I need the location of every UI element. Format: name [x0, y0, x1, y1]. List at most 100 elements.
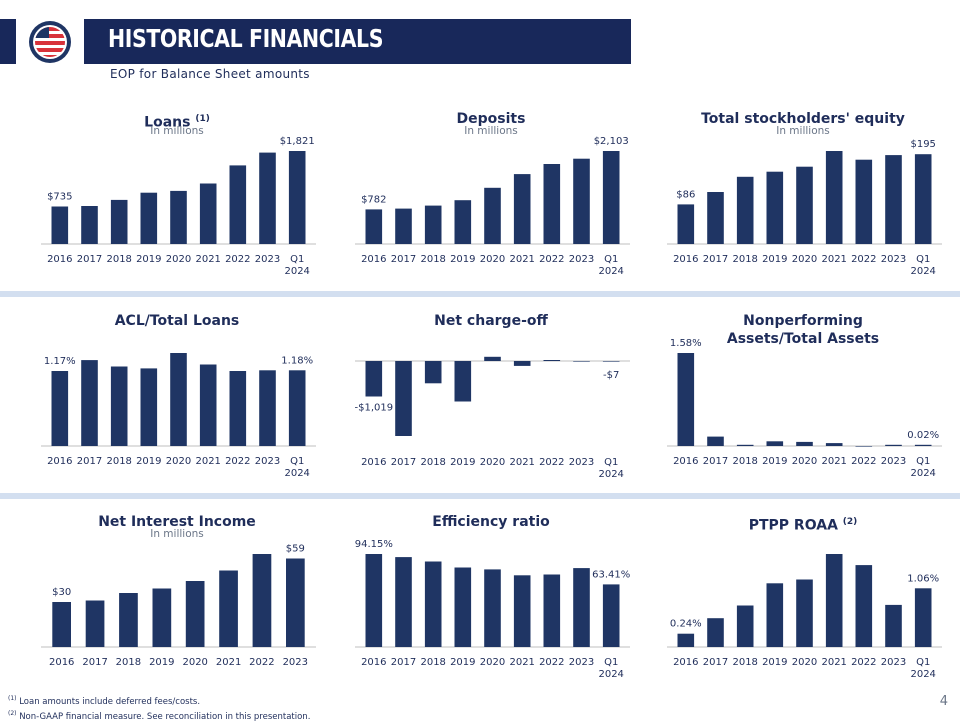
bar-2018 [736, 176, 754, 244]
data-label: -$1,019 [354, 403, 393, 414]
bar-2021 [219, 570, 238, 647]
chart-subtitle: In millions [776, 125, 830, 137]
bar-2020 [796, 579, 813, 647]
data-label: 0.24% [670, 619, 702, 630]
category-label: 2019 [762, 657, 787, 668]
data-label: 1.06% [907, 573, 939, 584]
category-label: 2020 [480, 657, 505, 668]
page-subtitle: EOP for Balance Sheet amounts [110, 67, 310, 81]
bar-2019 [454, 361, 472, 402]
bar-q1-2024 [914, 154, 932, 244]
category-label: 2022 [539, 254, 564, 265]
category-label: 2022 [851, 254, 876, 265]
category-label: 2020 [792, 657, 817, 668]
bar-2016 [51, 206, 69, 244]
category-label: 2023 [881, 254, 906, 265]
footnote-text: Non-GAAP financial measure. See reconcil… [19, 711, 311, 722]
footnote-1: (1) Loan amounts include deferred fees/c… [8, 693, 310, 708]
category-label: 2022 [249, 657, 274, 668]
category-label: 2016 [361, 254, 386, 265]
data-label: $735 [47, 192, 72, 203]
category-label: 2018 [420, 457, 445, 468]
category-label: 2024 [598, 669, 623, 680]
bar-2021 [513, 575, 531, 647]
bar-2016 [365, 554, 383, 647]
category-label: 2016 [361, 657, 386, 668]
category-label: 2021 [509, 657, 534, 668]
category-label: 2023 [283, 657, 308, 668]
category-label: 2024 [284, 468, 309, 479]
data-label: $59 [286, 544, 305, 555]
bar-2019 [454, 567, 472, 647]
bar-2019 [766, 441, 784, 446]
bar-2022 [252, 554, 272, 647]
chart-title: Net Interest Income [98, 514, 256, 530]
category-label: 2024 [598, 469, 623, 480]
bar-2017 [707, 436, 724, 446]
footnote-text: Loan amounts include deferred fees/costs… [19, 696, 201, 707]
category-label: 2017 [77, 456, 102, 467]
data-label: $782 [361, 194, 386, 205]
category-label: 2017 [703, 254, 728, 265]
chart-svg: 2016 2017 2018 2019 2020 2021 2022 2023 $30 $59 [41, 544, 316, 668]
category-label: Q1 [916, 254, 930, 265]
bar-2019 [454, 200, 472, 244]
data-label: 0.02% [907, 430, 939, 441]
bar-q1-2024 [288, 370, 306, 446]
bar-2016 [52, 602, 71, 647]
category-label: 2019 [762, 456, 787, 467]
category-label: 2016 [49, 657, 74, 668]
bar-2020 [484, 569, 501, 647]
category-label: 2024 [910, 266, 935, 277]
bar-2019 [766, 171, 784, 244]
category-label: 2016 [361, 457, 386, 468]
chart-title: Net charge-off [434, 313, 548, 329]
bar-2017 [707, 192, 724, 244]
bar-2019 [152, 588, 172, 647]
chart-loans: 2016 2017 2018 2019 2020 2021 2022 2023 Q1 2024 $7… [22, 106, 332, 296]
category-label: 2019 [762, 254, 787, 265]
chart-equity: 2016 2017 2018 2019 2020 2021 2022 2023 Q1 2024 $8… [648, 106, 958, 296]
chart-acl: 2016 2017 2018 2019 2020 2021 2022 2023 Q1 2024 1.… [22, 308, 332, 498]
data-label: $195 [910, 139, 935, 150]
bar-q1-2024 [602, 584, 620, 647]
bar-q1-2024 [914, 588, 932, 647]
category-label: 2021 [195, 456, 220, 467]
category-label: 2018 [420, 254, 445, 265]
category-label: 2021 [821, 254, 846, 265]
bar-2018 [110, 199, 128, 244]
bar-2018 [110, 366, 128, 446]
data-label: 1.18% [281, 355, 313, 366]
category-label: 2022 [225, 456, 250, 467]
chart-title: Nonperforming Assets/Total Assets [726, 313, 880, 347]
bar-2021 [825, 151, 843, 244]
data-label: $1,821 [280, 136, 315, 147]
bar-2022 [229, 165, 247, 244]
bar-2016 [365, 361, 383, 397]
header-bar [0, 19, 631, 64]
category-label: 2016 [47, 456, 72, 467]
chart-nii: 2016 2017 2018 2019 2020 2021 2022 2023 $30 $59 Ne… [22, 509, 332, 699]
footnote-mark: (2) [8, 709, 17, 717]
category-label: 2018 [420, 657, 445, 668]
chart-npa: 2016 2017 2018 2019 2020 2021 2022 2023 Q1 2024 1.… [648, 308, 958, 498]
bar-2017 [81, 206, 98, 244]
category-label: 2019 [450, 657, 475, 668]
category-label: Q1 [604, 254, 618, 265]
category-label: 2017 [703, 657, 728, 668]
bar-2021 [513, 174, 531, 244]
bar-2021 [513, 361, 531, 366]
chart-subtitle: In millions [150, 528, 204, 540]
bar-2023 [259, 152, 276, 244]
category-label: 2019 [149, 657, 174, 668]
bar-2017 [395, 208, 412, 244]
category-label: 2022 [539, 657, 564, 668]
bar-2022 [229, 371, 247, 446]
bar-q1-2024 [288, 151, 306, 244]
data-label: 63.41% [592, 569, 630, 580]
category-label: 2024 [598, 266, 623, 277]
